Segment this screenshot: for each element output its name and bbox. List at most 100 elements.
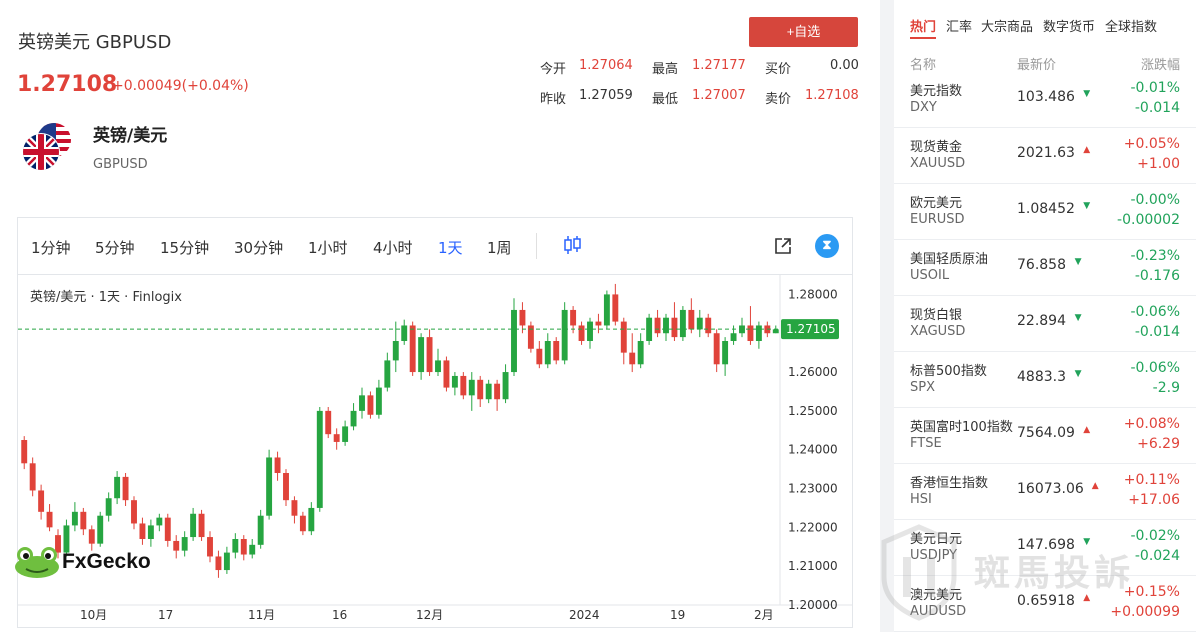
- expand-icon[interactable]: [774, 237, 792, 255]
- market-code: DXY: [910, 100, 937, 115]
- arrow-down-icon: ▼: [1074, 369, 1082, 379]
- market-row[interactable]: 香港恒生指数 HSI 16073.06 ▲ +0.11% +17.06: [894, 464, 1196, 520]
- candle-body: [587, 321, 593, 341]
- arrow-up-icon: ▲: [1083, 593, 1091, 603]
- last-price-badge: [781, 319, 839, 340]
- market-row[interactable]: 美国轻质原油 USOIL 76.858 ▼ -0.23% -0.176: [894, 240, 1196, 296]
- tab-global-indices[interactable]: 全球指数: [1105, 20, 1158, 35]
- candle-body: [359, 395, 365, 411]
- market-name: 美元日元: [910, 532, 963, 547]
- candle-body: [468, 379, 475, 396]
- candle-body: [688, 309, 695, 330]
- candle-body: [181, 537, 188, 551]
- candle-body: [46, 511, 53, 528]
- low-label: 最低: [652, 92, 679, 107]
- candle-body: [755, 325, 762, 341]
- candle-body: [350, 410, 357, 427]
- market-change-abs: +17.06: [1128, 492, 1180, 508]
- candle-body: [418, 337, 425, 373]
- tradingview-logo-icon[interactable]: ⧗: [815, 234, 839, 258]
- candle-body: [392, 341, 399, 361]
- y-tick-label: 1.26000: [788, 365, 838, 379]
- market-row[interactable]: 美元日元 USDJPY 147.698 ▼ -0.02% -0.024: [894, 520, 1196, 576]
- candle-body: [544, 341, 551, 365]
- market-code: HSI: [910, 492, 932, 507]
- arrow-down-icon: ▼: [1083, 537, 1091, 547]
- candle-body: [612, 294, 619, 322]
- market-name: 美国轻质原油: [910, 252, 989, 267]
- market-change-pct: +0.11%: [1123, 472, 1180, 488]
- candle-body: [519, 309, 526, 326]
- arrow-down-icon: ▼: [1074, 257, 1082, 267]
- timeframe-15m[interactable]: 15分钟: [160, 239, 210, 257]
- candle-body: [114, 476, 121, 499]
- market-row[interactable]: 欧元美元 EURUSD 1.08452 ▼ -0.00% -0.00002: [894, 184, 1196, 240]
- main-panel: 英镑美元 GBPUSD 1.27108 +0.00049(+0.04%) +自选…: [15, 17, 860, 628]
- symbol-code: GBPUSD: [93, 157, 148, 172]
- low-value: 1.27007: [692, 88, 746, 103]
- x-tick-label: 2月: [754, 608, 774, 622]
- market-row[interactable]: 现货黄金 XAUUSD 2021.63 ▲ +0.05% +1.00: [894, 128, 1196, 184]
- toolbar-divider: [536, 233, 537, 259]
- y-tick-label: 1.23000: [788, 482, 838, 496]
- candle-body: [21, 440, 28, 464]
- market-name: 欧元美元: [910, 196, 963, 211]
- candle-body: [451, 375, 458, 388]
- candle-body: [527, 325, 534, 349]
- candle-body: [156, 517, 163, 526]
- candle-body: [629, 352, 636, 365]
- open-label: 今开: [540, 62, 567, 77]
- timeframe-5m[interactable]: 5分钟: [95, 239, 135, 257]
- tab-forex[interactable]: 汇率: [946, 20, 973, 35]
- market-name: 现货白银: [910, 308, 963, 323]
- candle-body: [730, 333, 737, 341]
- market-name: 英国富时100指数: [910, 420, 1013, 435]
- candle-body: [207, 537, 213, 557]
- page-title: 英镑美元 GBPUSD: [18, 32, 172, 53]
- fxgecko-logo-icon: [15, 547, 59, 578]
- arrow-up-icon: ▲: [1091, 481, 1099, 491]
- tab-crypto[interactable]: 数字货币: [1043, 20, 1096, 35]
- market-change-pct: +0.05%: [1123, 136, 1180, 152]
- timeframe-1m[interactable]: 1分钟: [31, 239, 71, 257]
- candle-body: [164, 517, 171, 541]
- timeframe-30m[interactable]: 30分钟: [234, 239, 284, 257]
- candlestick-chart[interactable]: 1.280001.270001.260001.250001.240001.230…: [18, 275, 852, 627]
- candle-body: [494, 383, 501, 400]
- tab-hot[interactable]: 热门: [910, 20, 937, 35]
- timeframe-1d[interactable]: 1天: [438, 239, 463, 257]
- candle-body: [705, 317, 712, 334]
- tab-commodities[interactable]: 大宗商品: [981, 20, 1034, 35]
- candle-body: [443, 360, 450, 388]
- market-price: 103.486: [1017, 89, 1075, 105]
- ask-label: 卖价: [765, 92, 792, 107]
- candle-body: [71, 511, 78, 526]
- market-change-pct: +0.08%: [1123, 416, 1180, 432]
- market-price: 1.08452: [1017, 201, 1075, 217]
- high-label: 最高: [652, 62, 679, 77]
- market-row[interactable]: 英国富时100指数 FTSE 7564.09 ▲ +0.08% +6.29: [894, 408, 1196, 464]
- timeframe-1h[interactable]: 1小时: [308, 239, 348, 257]
- market-row[interactable]: 澳元美元 AUDUSD 0.65918 ▲ +0.15% +0.00099: [894, 576, 1196, 632]
- quote-grid: 今开 1.27064 最高 1.27177 买价 0.00 昨收 1.27059…: [540, 58, 860, 118]
- market-change-abs: +6.29: [1137, 436, 1180, 452]
- prev-close-value: 1.27059: [579, 88, 633, 103]
- candle-body: [654, 317, 661, 334]
- market-code: AUDUSD: [910, 604, 967, 619]
- candle-body: [316, 410, 323, 508]
- candle-body: [679, 309, 686, 338]
- flag-icon: [22, 123, 71, 171]
- candle-body: [747, 325, 754, 341]
- timeframe-1w[interactable]: 1周: [487, 239, 512, 257]
- chart-title: 英镑/美元 · 1天 · Finlogix: [30, 290, 182, 305]
- candle-body: [477, 379, 484, 400]
- candle-body: [29, 463, 36, 491]
- add-watchlist-button[interactable]: +自选: [749, 17, 858, 47]
- market-row[interactable]: 现货白银 XAGUSD 22.894 ▼ -0.06% -0.014: [894, 296, 1196, 352]
- market-row[interactable]: 美元指数 DXY 103.486 ▼ -0.01% -0.014: [894, 72, 1196, 128]
- market-row[interactable]: 标普500指数 SPX 4883.3 ▼ -0.06% -2.9: [894, 352, 1196, 408]
- candlestick-icon[interactable]: [563, 234, 583, 256]
- timeframe-4h[interactable]: 4小时: [373, 239, 413, 257]
- arrow-up-icon: ▲: [1083, 145, 1091, 155]
- candle-body: [240, 539, 247, 555]
